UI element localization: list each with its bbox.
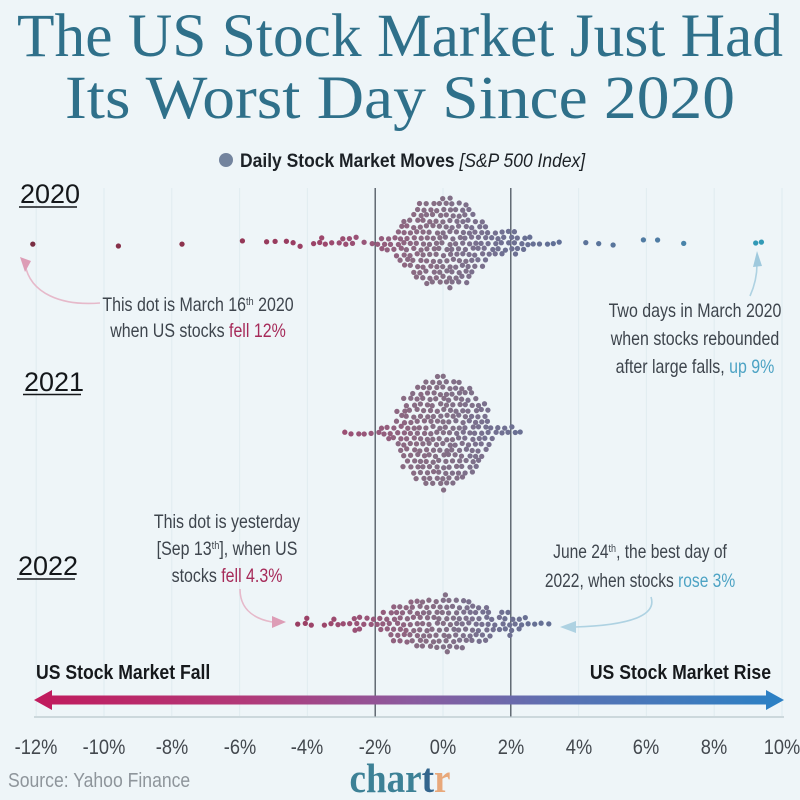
svg-text:[Sep 13th], when US: [Sep 13th], when US xyxy=(157,538,298,560)
svg-text:2020: 2020 xyxy=(20,179,80,209)
svg-text:-2%: -2% xyxy=(359,736,391,759)
svg-text:2021: 2021 xyxy=(24,367,84,397)
svg-text:-12%: -12% xyxy=(15,736,58,759)
svg-text:chartr: chartr xyxy=(350,755,451,800)
svg-text:This dot is March 16th 2020: This dot is March 16th 2020 xyxy=(102,294,293,316)
svg-text:10%: 10% xyxy=(764,736,800,759)
svg-text:0%: 0% xyxy=(430,736,456,759)
svg-text:-8%: -8% xyxy=(156,736,188,759)
svg-text:-4%: -4% xyxy=(291,736,323,759)
svg-text:stocks fell 4.3%: stocks fell 4.3% xyxy=(172,565,283,587)
svg-text:June 24th, the best day of: June 24th, the best day of xyxy=(553,541,727,563)
svg-text:The US Stock Market Just Had: The US Stock Market Just Had xyxy=(17,3,783,70)
svg-text:when stocks rebounded: when stocks rebounded xyxy=(610,328,779,350)
svg-text:8%: 8% xyxy=(701,736,727,759)
svg-text:This dot is yesterday: This dot is yesterday xyxy=(154,511,300,533)
svg-text:Its Worst Day Since 2020: Its Worst Day Since 2020 xyxy=(65,65,735,132)
svg-text:Two days in March 2020: Two days in March 2020 xyxy=(609,300,782,322)
svg-text:US Stock Market Fall: US Stock Market Fall xyxy=(36,662,210,685)
svg-text:-10%: -10% xyxy=(83,736,126,759)
svg-text:6%: 6% xyxy=(633,736,659,759)
svg-text:2022, when stocks rose 3%: 2022, when stocks rose 3% xyxy=(545,570,735,592)
svg-text:4%: 4% xyxy=(566,736,592,759)
svg-text:Source: Yahoo Finance: Source: Yahoo Finance xyxy=(8,769,190,791)
svg-text:after large falls, up 9%: after large falls, up 9% xyxy=(616,356,775,378)
svg-text:2022: 2022 xyxy=(18,551,78,581)
svg-text:US Stock Market Rise: US Stock Market Rise xyxy=(590,662,771,685)
svg-text:when US stocks fell 12%: when US stocks fell 12% xyxy=(109,320,285,342)
svg-text:Daily Stock Market Moves [S&P: Daily Stock Market Moves [S&P 500 Index] xyxy=(240,149,586,171)
svg-text:-6%: -6% xyxy=(224,736,256,759)
svg-text:2%: 2% xyxy=(498,736,524,759)
